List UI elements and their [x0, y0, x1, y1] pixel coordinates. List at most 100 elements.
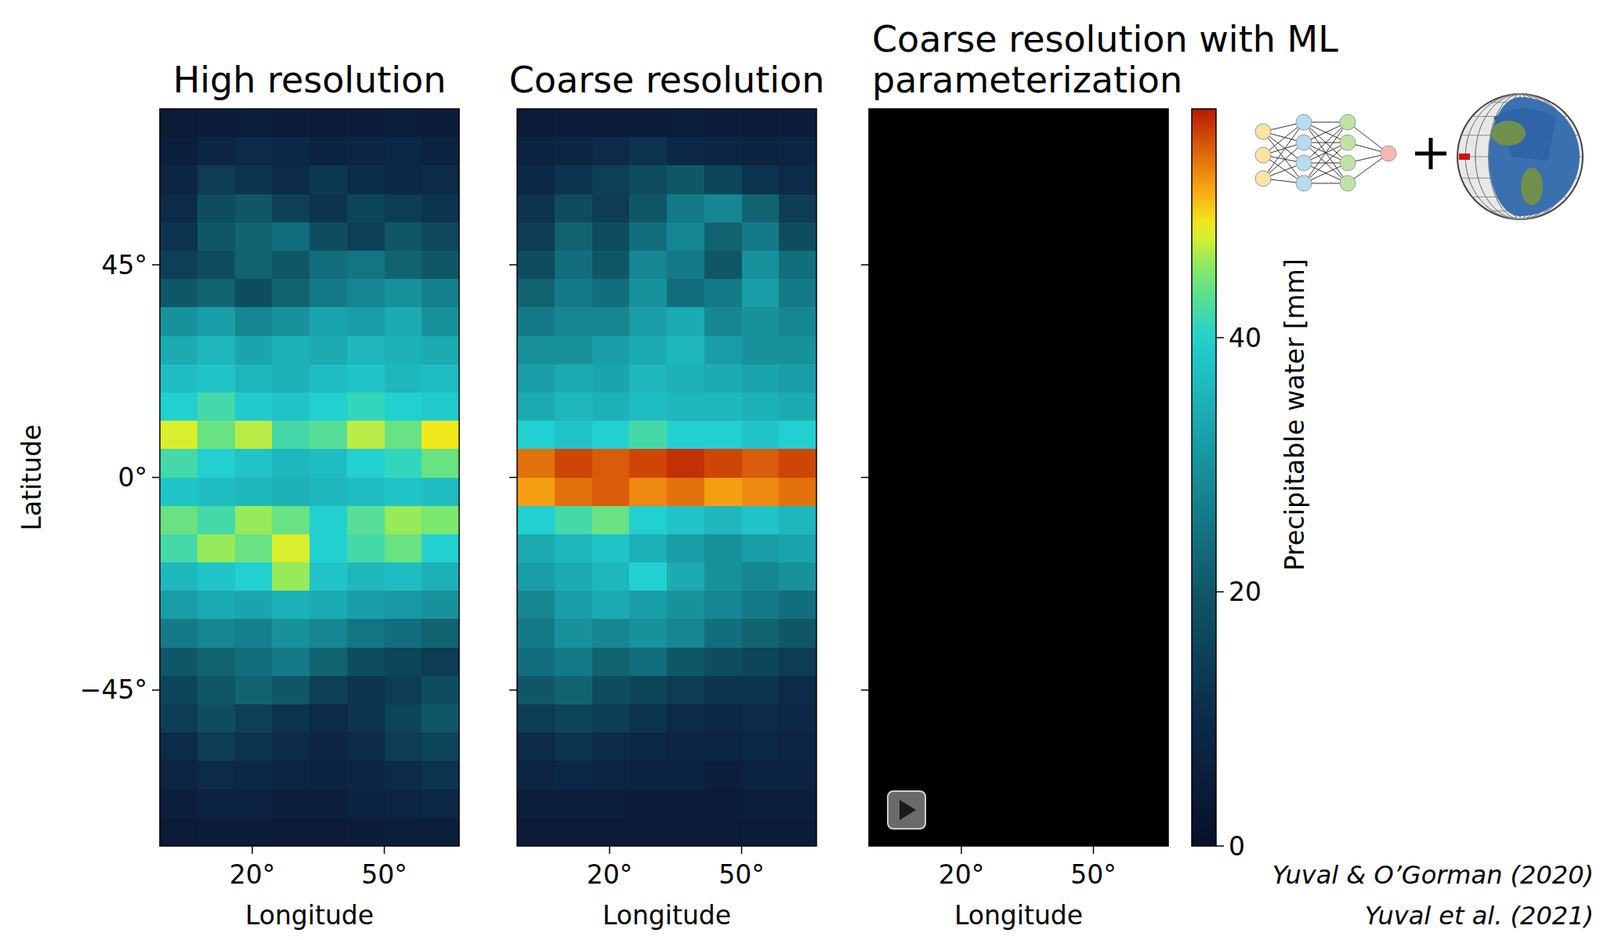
cell — [309, 590, 348, 620]
cell — [742, 647, 780, 677]
cell — [629, 789, 667, 819]
cell — [778, 562, 817, 592]
cell — [778, 590, 817, 620]
cell — [271, 364, 310, 394]
cell — [159, 619, 198, 648]
cell — [347, 647, 385, 677]
cell — [309, 818, 348, 847]
cell — [235, 194, 273, 224]
nn-edge — [1303, 122, 1348, 184]
cell — [517, 165, 555, 195]
cell — [517, 477, 555, 507]
x-tick — [383, 846, 386, 855]
cell — [666, 534, 705, 564]
cell — [271, 534, 310, 564]
cell — [704, 590, 743, 620]
cell — [704, 222, 743, 252]
cell — [159, 562, 198, 592]
cell — [666, 137, 705, 167]
cell — [666, 647, 705, 677]
cell — [742, 222, 780, 252]
cell — [629, 392, 667, 422]
cell — [554, 222, 593, 252]
cell — [554, 448, 593, 478]
cell — [666, 278, 705, 308]
panel-title: High resolution — [173, 58, 447, 102]
cell — [271, 165, 310, 195]
cell — [271, 506, 310, 536]
cell — [592, 250, 630, 280]
cell — [629, 336, 667, 366]
cell — [629, 448, 667, 478]
cell — [554, 194, 593, 224]
y-tick — [152, 477, 160, 479]
cell — [347, 562, 385, 592]
cell — [666, 307, 705, 337]
cell — [159, 676, 198, 706]
cell — [629, 704, 667, 734]
x-axis-title: Longitude — [602, 900, 732, 931]
cell — [742, 562, 780, 592]
y-tick — [861, 689, 869, 692]
cell — [629, 619, 667, 648]
cell — [421, 647, 460, 677]
x-tick — [608, 846, 611, 855]
cell — [517, 222, 555, 252]
globe-marker — [1458, 153, 1470, 160]
nn-node — [1295, 114, 1312, 131]
cell — [778, 760, 817, 790]
x-tick — [741, 846, 743, 855]
colorbar-tick-label: 0 — [1228, 831, 1246, 862]
citation: Yuval et al. (2021) — [1364, 901, 1594, 931]
cell — [592, 590, 630, 620]
cell — [197, 760, 236, 790]
x-tick-label: 20° — [586, 859, 634, 891]
title-line: parameterization — [872, 58, 1183, 102]
cell — [742, 704, 780, 734]
cell — [554, 392, 593, 422]
cell — [742, 137, 780, 167]
cell — [384, 506, 423, 536]
cell — [271, 676, 310, 706]
y-tick-label: 45° — [101, 249, 149, 281]
cell — [197, 137, 236, 167]
cell — [235, 562, 273, 592]
cell — [629, 108, 667, 138]
cell — [554, 619, 593, 648]
globe-icon — [1457, 94, 1583, 220]
cell — [666, 789, 705, 819]
cell — [159, 789, 198, 819]
cell — [704, 619, 743, 648]
cell — [704, 392, 743, 422]
plot-area — [517, 108, 817, 847]
cell — [197, 789, 236, 819]
cell — [347, 590, 385, 620]
cell — [742, 477, 780, 507]
cell — [666, 818, 705, 847]
cell — [347, 789, 385, 819]
cell — [384, 278, 423, 308]
cell — [159, 278, 198, 308]
cell — [271, 789, 310, 819]
frame — [159, 108, 460, 847]
cell — [666, 222, 705, 252]
cell — [778, 307, 817, 337]
cell — [309, 108, 348, 138]
cell — [778, 420, 817, 450]
title-line: High resolution — [173, 58, 447, 102]
cell — [629, 420, 667, 450]
cell — [517, 704, 555, 734]
cell — [309, 506, 348, 536]
cell — [159, 392, 198, 422]
colorbar-tick — [1216, 591, 1224, 594]
colorbar-tick-label: 40 — [1228, 322, 1262, 354]
cell — [235, 392, 273, 422]
cell — [347, 760, 385, 790]
cell — [704, 250, 743, 280]
x-tick-label: 50° — [1070, 859, 1117, 891]
title-line: Coarse resolution with ML — [872, 18, 1339, 61]
panel-title: Coarse resolution with MLparameterizatio… — [872, 18, 1339, 102]
cell — [197, 165, 236, 195]
cell — [592, 392, 630, 422]
cell — [421, 818, 460, 847]
